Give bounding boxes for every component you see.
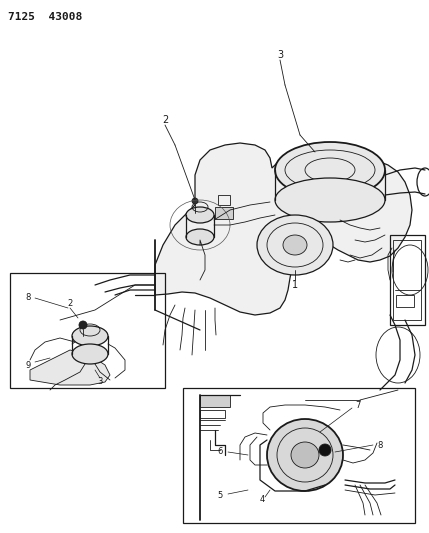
Text: 8: 8 — [378, 440, 383, 449]
Text: 1: 1 — [292, 280, 298, 290]
Text: 3: 3 — [97, 377, 103, 386]
Ellipse shape — [275, 142, 385, 198]
Ellipse shape — [275, 178, 385, 222]
Bar — [215, 207, 233, 219]
Bar — [10, 273, 165, 388]
Text: 3: 3 — [277, 50, 283, 60]
Text: 2: 2 — [162, 115, 168, 125]
Bar — [218, 195, 230, 205]
Bar — [183, 388, 415, 523]
Ellipse shape — [283, 235, 307, 255]
Bar — [393, 240, 421, 320]
Text: 9: 9 — [25, 360, 30, 369]
Ellipse shape — [257, 215, 333, 275]
Bar — [396, 295, 414, 307]
Text: 6: 6 — [218, 448, 223, 456]
Ellipse shape — [72, 344, 108, 364]
Polygon shape — [30, 350, 110, 385]
Bar — [200, 410, 225, 418]
Ellipse shape — [72, 326, 108, 346]
Ellipse shape — [186, 207, 214, 223]
Text: 2: 2 — [67, 300, 73, 309]
Text: 5: 5 — [218, 491, 223, 500]
Bar — [390, 235, 425, 325]
Ellipse shape — [79, 321, 87, 329]
Ellipse shape — [319, 444, 331, 456]
Bar — [200, 395, 230, 407]
Ellipse shape — [192, 198, 198, 204]
Ellipse shape — [291, 442, 319, 468]
Text: 4: 4 — [260, 496, 265, 505]
Text: 7: 7 — [355, 400, 361, 409]
Ellipse shape — [186, 229, 214, 245]
Ellipse shape — [267, 419, 343, 491]
Polygon shape — [155, 143, 412, 315]
Text: 8: 8 — [25, 294, 31, 303]
Text: 7125  43008: 7125 43008 — [8, 12, 82, 22]
